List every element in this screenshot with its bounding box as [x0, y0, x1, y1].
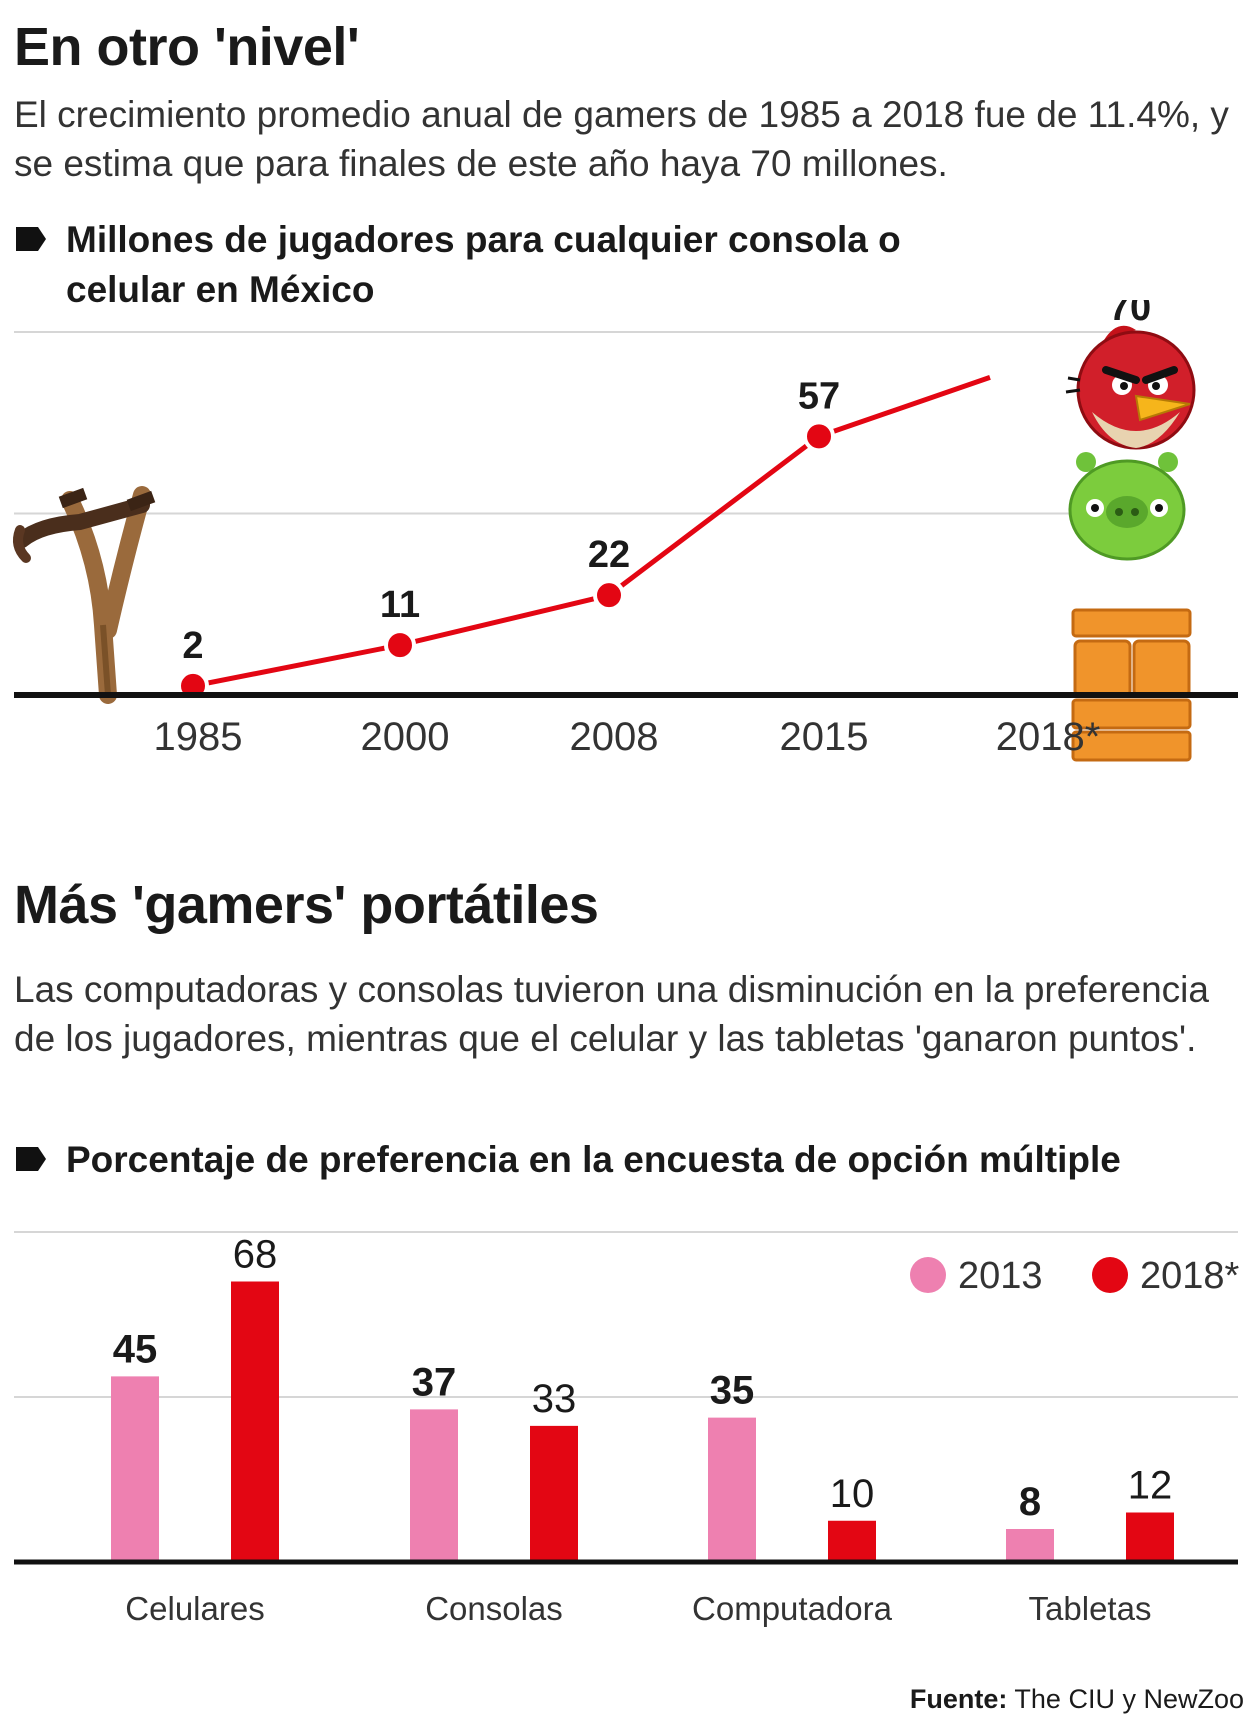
bar-data-label: 37 — [412, 1360, 457, 1404]
legend-swatch — [910, 1257, 946, 1293]
legend-label: 2018* — [1140, 1255, 1240, 1297]
bar-2013 — [1006, 1529, 1054, 1562]
bar-category-label: Celulares — [125, 1590, 264, 1627]
legend-swatch — [1092, 1257, 1128, 1293]
legend-label: 2013 — [958, 1255, 1043, 1297]
bar-2018 — [530, 1425, 578, 1562]
bar-data-label: 12 — [1128, 1464, 1173, 1508]
line-x-tick-label: 1985 — [154, 715, 243, 759]
bar-2013 — [410, 1409, 458, 1562]
line-x-tick-label: 2015 — [780, 715, 869, 759]
line-data-label: 11 — [380, 584, 420, 626]
line-data-label: 2 — [182, 625, 203, 667]
line-chart-title: En otro 'nivel' — [14, 17, 360, 77]
line-data-label: 70 — [1109, 300, 1151, 329]
source-note: Fuente: The CIU y NewZoo — [910, 1684, 1244, 1715]
bar-2013 — [708, 1417, 756, 1562]
line-x-tick-label: 2008 — [570, 715, 659, 759]
bar-data-label: 68 — [233, 1233, 278, 1277]
line-series — [192, 375, 991, 689]
bar-data-label: 10 — [830, 1472, 875, 1516]
line-x-tick-label: 2018* — [996, 715, 1101, 759]
line-chart-subhead-text: Millones de jugadores para cualquier con… — [66, 219, 901, 310]
line-x-tick-label: 2000 — [361, 715, 450, 759]
line-chart: 2 11 22 57 70 1985 2000 2008 2015 2018* — [13, 300, 1238, 762]
bar-category-label: Computadora — [692, 1590, 893, 1627]
bar-data-label: 45 — [113, 1327, 158, 1371]
green-pig-icon — [1068, 452, 1186, 561]
line-point — [384, 629, 416, 662]
line-point — [593, 579, 625, 612]
bar-data-label: 33 — [532, 1377, 577, 1421]
slingshot-icon — [13, 486, 156, 704]
bar-2013 — [111, 1376, 159, 1562]
line-chart-lead: El crecimiento promedio anual de gamers … — [14, 94, 1229, 184]
bar-2018 — [1126, 1512, 1174, 1562]
wood-blocks-icon — [1071, 608, 1192, 762]
tag-bullet-icon — [16, 227, 46, 315]
bar-category-label: Consolas — [425, 1590, 563, 1627]
red-bird-icon — [1065, 325, 1196, 450]
bar-chart-subhead: Porcentaje de preferencia en la encuesta… — [16, 1135, 1236, 1185]
bar-category-label: Tabletas — [1029, 1590, 1152, 1627]
bar-chart-subhead-text: Porcentaje de preferencia en la encuesta… — [66, 1139, 1121, 1180]
bar-2018 — [231, 1281, 279, 1562]
line-data-label: 22 — [588, 534, 630, 576]
source-label: Fuente: — [909, 1684, 1008, 1714]
bar-data-label: 8 — [1019, 1480, 1041, 1524]
bar-chart-lead: Las computadoras y consolas tuvieron una… — [14, 969, 1209, 1059]
bar-2018 — [828, 1520, 876, 1562]
bar-chart-title: Más 'gamers' portátiles — [14, 875, 599, 935]
bar-chart: 45 37 35 8 68 33 10 12 Celulares Consolas Computa… — [14, 1231, 1240, 1627]
line-data-label: 57 — [798, 375, 840, 417]
bar-chart-legend: 2013 2018* — [910, 1255, 1240, 1297]
bar-data-label: 35 — [710, 1369, 755, 1413]
line-chart-subhead: Millones de jugadores para cualquier con… — [16, 215, 916, 315]
source-text: The CIU y NewZoo — [1014, 1684, 1244, 1714]
tag-bullet-icon — [16, 1147, 46, 1185]
line-point — [803, 420, 835, 453]
